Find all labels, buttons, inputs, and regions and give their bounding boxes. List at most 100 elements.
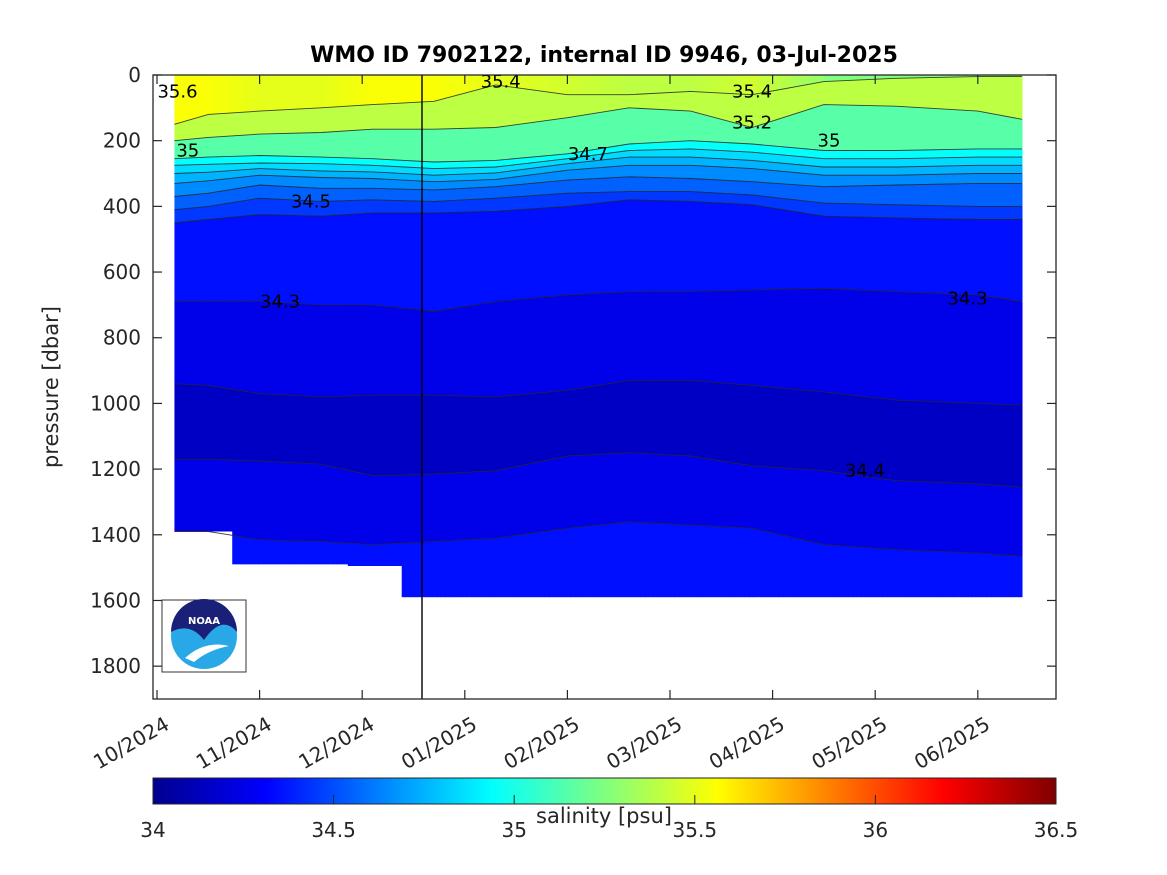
salinity-cell xyxy=(698,525,703,598)
salinity-cell xyxy=(351,158,357,165)
salinity-cell xyxy=(478,187,484,199)
salinity-cell xyxy=(648,108,653,143)
colorbar-tick-label: 34.5 xyxy=(311,818,356,842)
salinity-cell xyxy=(625,380,630,453)
salinity-cell xyxy=(944,482,950,552)
salinity-cell xyxy=(890,185,896,205)
salinity-cell xyxy=(686,201,692,292)
salinity-cell xyxy=(609,158,615,167)
salinity-cell xyxy=(467,167,472,174)
salinity-cell xyxy=(875,185,880,205)
salinity-cell xyxy=(744,151,750,161)
salinity-cell xyxy=(205,193,210,207)
salinity-cell xyxy=(212,113,218,137)
salinity-cell xyxy=(863,175,869,186)
salinity-cell xyxy=(806,75,811,85)
salinity-cell xyxy=(744,143,750,152)
salinity-cell xyxy=(798,200,803,213)
salinity-cell xyxy=(994,76,1000,115)
salinity-cell xyxy=(971,552,977,598)
salinity-cell xyxy=(971,148,977,158)
salinity-cell xyxy=(409,75,414,103)
salinity-cell xyxy=(871,185,877,205)
salinity-cell xyxy=(378,172,384,179)
salinity-cell xyxy=(813,470,819,543)
salinity-cell xyxy=(193,164,199,173)
salinity-cell xyxy=(440,161,445,169)
salinity-cell xyxy=(725,193,730,204)
salinity-cell xyxy=(390,475,395,544)
salinity-cell xyxy=(290,186,295,200)
salinity-cell xyxy=(320,304,326,397)
salinity-cell xyxy=(605,111,611,148)
salinity-cell xyxy=(1006,555,1011,598)
salinity-cell xyxy=(186,301,191,385)
salinity-cell xyxy=(609,192,615,202)
salinity-cell xyxy=(390,172,395,180)
salinity-cell xyxy=(894,106,900,151)
salinity-cell xyxy=(613,166,619,178)
salinity-cell xyxy=(617,381,622,454)
salinity-cell xyxy=(860,150,865,159)
contour-line xyxy=(174,288,1022,312)
salinity-cell xyxy=(490,127,495,161)
salinity-cell xyxy=(536,121,541,157)
salinity-cell xyxy=(941,205,946,219)
salinity-cell xyxy=(444,128,449,162)
salinity-cell xyxy=(251,155,256,164)
salinity-cell xyxy=(424,474,430,542)
salinity-cell xyxy=(201,193,206,207)
salinity-cell xyxy=(397,166,403,174)
salinity-cell xyxy=(370,171,376,179)
salinity-cell xyxy=(332,201,337,216)
salinity-cell xyxy=(729,193,734,204)
salinity-cell xyxy=(821,81,827,105)
salinity-cell xyxy=(825,186,830,204)
salinity-cell xyxy=(975,219,981,296)
salinity-cell xyxy=(625,521,630,598)
salinity-cell xyxy=(424,168,430,175)
salinity-cell xyxy=(671,291,676,381)
salinity-cell xyxy=(586,155,592,162)
salinity-cell xyxy=(447,473,453,541)
salinity-cell xyxy=(860,217,865,291)
salinity-cell xyxy=(852,395,857,475)
salinity-cell xyxy=(906,218,911,293)
salinity-cell xyxy=(382,200,387,213)
salinity-cell xyxy=(370,544,376,566)
salinity-cell xyxy=(320,464,326,542)
salinity-cell xyxy=(467,305,472,397)
salinity-cell xyxy=(363,158,368,166)
salinity-cell xyxy=(182,173,187,183)
salinity-cell xyxy=(740,75,746,95)
salinity-cell xyxy=(848,105,854,151)
salinity-cell xyxy=(806,469,811,542)
salinity-cell xyxy=(351,304,357,396)
salinity-cell xyxy=(563,163,568,171)
salinity-cell xyxy=(898,549,904,598)
salinity-cell xyxy=(756,195,761,206)
salinity-cell xyxy=(332,304,337,397)
salinity-cell xyxy=(251,186,256,200)
salinity-cell xyxy=(840,203,846,217)
salinity-cell xyxy=(266,168,272,176)
salinity-cell xyxy=(463,212,468,307)
salinity-cell xyxy=(278,540,283,565)
salinity-cell xyxy=(756,466,761,530)
salinity-cell xyxy=(598,385,603,455)
salinity-cell xyxy=(336,467,341,543)
salinity-cell xyxy=(736,124,742,144)
salinity-cell xyxy=(532,122,538,157)
salinity-cell xyxy=(829,186,834,204)
salinity-cell xyxy=(455,167,461,175)
salinity-cell xyxy=(933,551,938,598)
salinity-cell xyxy=(652,75,657,94)
salinity-cell xyxy=(413,174,418,181)
salinity-cell xyxy=(490,160,495,168)
salinity-cell xyxy=(209,157,214,165)
salinity-cell xyxy=(779,183,784,199)
salinity-cell xyxy=(648,453,653,523)
salinity-cell xyxy=(632,521,638,598)
salinity-cell xyxy=(944,174,950,184)
salinity-cell xyxy=(259,301,264,394)
